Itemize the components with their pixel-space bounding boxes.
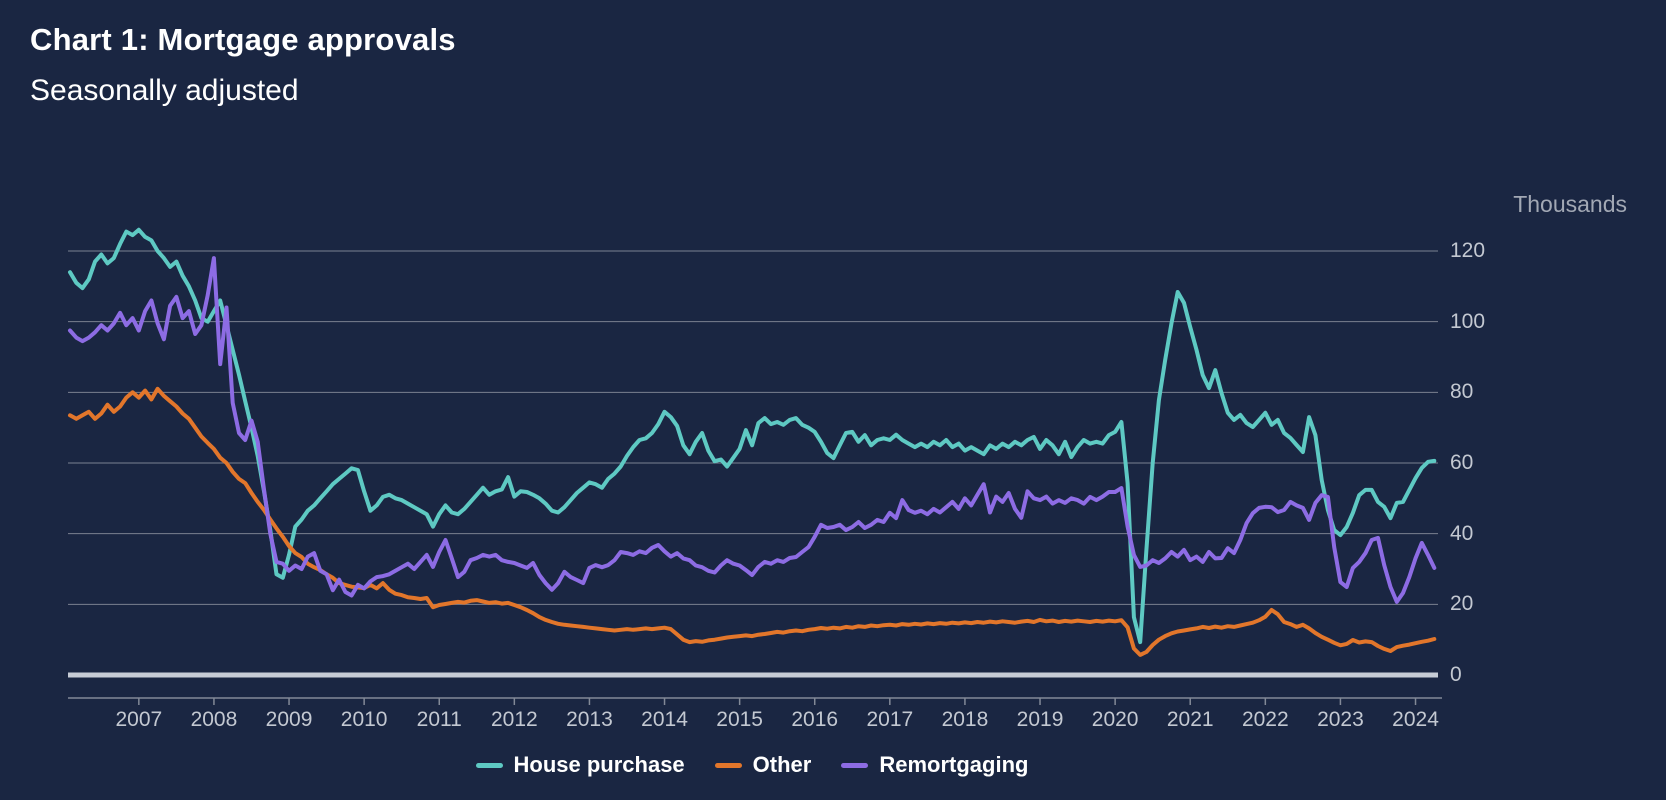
x-axis-label: 2015 [716,708,763,731]
y-axis-unit-label: Thousands [1513,191,1627,217]
legend-dash-icon [841,762,869,768]
x-axis-label: 2008 [190,708,238,731]
x-axis-label: 2020 [1091,708,1139,731]
legend-dash-icon [714,762,742,768]
x-axis-label: 2019 [1016,708,1064,731]
y-axis-label: 100 [1450,309,1486,333]
x-axis-label: 2022 [1241,708,1289,731]
legend: House purchase Other Remortgaging [66,750,1438,780]
x-axis-label: 2009 [265,708,313,731]
legend-item-label: Remortgaging [879,752,1029,777]
legend-item-remortgaging[interactable]: Remortgaging [841,752,1028,778]
chart-subtitle: Seasonally adjusted [30,74,299,107]
legend-dash-icon [475,762,503,768]
legend-item-label: Other [752,752,812,777]
series-line-house-purchase[interactable] [68,227,1437,645]
legend-item-other[interactable]: Other [714,752,812,778]
chart-title: Chart 1: Mortgage approvals [30,22,456,57]
x-axis-label: 2018 [941,708,989,731]
x-axis-label: 2016 [791,708,839,731]
x-axis-label: 2023 [1317,708,1364,731]
x-axis-label: 2007 [115,708,163,731]
x-axis-label: 2012 [490,708,538,731]
y-axis-label: 0 [1450,663,1462,686]
series-line-other[interactable] [68,386,1437,657]
y-axis-label: 120 [1450,239,1486,262]
x-axis-label: 2010 [340,708,388,731]
x-axis-label: 2014 [641,708,688,731]
legend-item-label: House purchase [513,752,685,777]
y-axis-label: 20 [1450,592,1474,616]
legend-item-house-purchase[interactable]: House purchase [475,752,685,778]
x-axis-label: 2013 [566,708,613,731]
y-axis-label: 40 [1450,521,1474,545]
x-axis-label: 2021 [1166,708,1214,731]
y-axis-label: 60 [1450,451,1474,474]
series-line-remortgaging[interactable] [68,256,1437,604]
x-axis-label: 2017 [866,708,914,731]
y-axis-label: 80 [1450,380,1474,404]
x-axis-label: 2011 [416,708,462,731]
x-axis-label: 2024 [1392,708,1439,731]
